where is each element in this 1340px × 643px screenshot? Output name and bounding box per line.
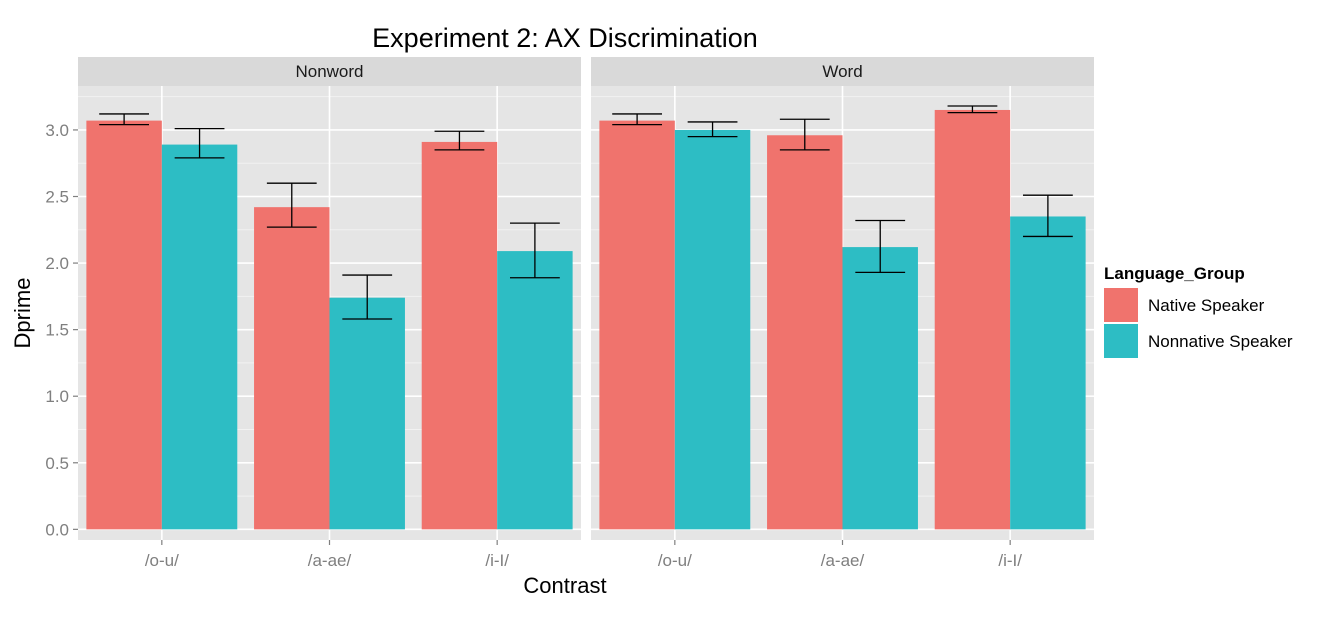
facet-strip-nonword bbox=[78, 57, 581, 86]
y-tick-label: 1.5 bbox=[45, 321, 69, 340]
bar-word-nonnative-1 bbox=[842, 247, 918, 530]
bar-word-native-0 bbox=[599, 120, 675, 530]
x-tick-label: /i-I/ bbox=[998, 551, 1022, 570]
bar-word-nonnative-0 bbox=[674, 129, 751, 530]
y-tick-label: 2.5 bbox=[45, 188, 69, 207]
x-tick-label: /o-u/ bbox=[145, 551, 179, 570]
bar-word-nonnative-2 bbox=[1010, 216, 1086, 530]
y-tick-label: 3.0 bbox=[45, 121, 69, 140]
bar-nonword-nonnative-1 bbox=[329, 297, 405, 530]
y-tick-label: 0.5 bbox=[45, 454, 69, 473]
bar-nonword-native-0 bbox=[86, 120, 162, 530]
y-axis-title: Dprime bbox=[10, 278, 35, 349]
bar-nonword-nonnative-0 bbox=[161, 144, 238, 530]
x-tick-label: /a-ae/ bbox=[308, 551, 352, 570]
legend-key-nonnative bbox=[1104, 324, 1138, 358]
bar-word-native-1 bbox=[767, 135, 843, 530]
bar-word-native-2 bbox=[934, 109, 1011, 530]
facet-strip-word bbox=[591, 57, 1094, 86]
legend-key-native bbox=[1104, 288, 1138, 322]
chart-title: Experiment 2: AX Discrimination bbox=[372, 23, 758, 53]
bar-nonword-native-1 bbox=[254, 207, 330, 530]
x-tick-label: /a-ae/ bbox=[821, 551, 865, 570]
x-tick-label: /o-u/ bbox=[658, 551, 692, 570]
facet-label-nonword: Nonword bbox=[295, 62, 363, 81]
x-axis-title: Contrast bbox=[523, 573, 606, 598]
bar-nonword-nonnative-2 bbox=[497, 251, 573, 530]
x-tick-label: /i-I/ bbox=[485, 551, 509, 570]
legend-label: Nonnative Speaker bbox=[1148, 332, 1293, 351]
facet-label-word: Word bbox=[822, 62, 862, 81]
legend-label: Native Speaker bbox=[1148, 296, 1265, 315]
y-tick-label: 1.0 bbox=[45, 387, 69, 406]
bar-nonword-native-2 bbox=[421, 141, 498, 530]
y-tick-label: 2.0 bbox=[45, 254, 69, 273]
y-tick-label: 0.0 bbox=[45, 520, 69, 539]
legend-title: Language_Group bbox=[1104, 264, 1245, 283]
